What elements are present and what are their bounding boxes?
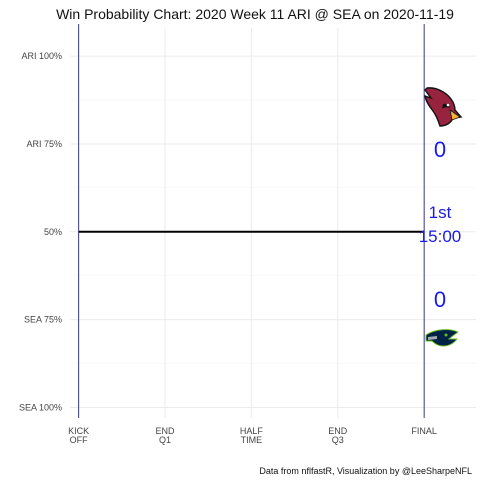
game-quarter: 1st: [429, 203, 452, 222]
cardinals-logo: [424, 87, 463, 127]
y-tick-label: SEA 75%: [24, 315, 62, 325]
game-clock: 15:00: [419, 227, 462, 246]
x-tick-label: HALF: [240, 426, 264, 436]
x-tick-label: OFF: [70, 435, 88, 445]
y-tick-label: ARI 75%: [26, 139, 62, 149]
x-tick-label: END: [328, 426, 348, 436]
y-tick-label: ARI 100%: [21, 51, 62, 61]
x-tick-label: Q1: [159, 435, 171, 445]
x-tick-label: Q3: [332, 435, 344, 445]
x-tick-label: KICK: [68, 426, 89, 436]
seahawks-logo: [425, 329, 459, 347]
x-tick-label: END: [156, 426, 176, 436]
y-tick-label: SEA 100%: [19, 402, 62, 412]
home-score: 0: [434, 287, 446, 312]
quarter-boundary-lines: [78, 24, 425, 418]
chart-title: Win Probability Chart: 2020 Week 11 ARI …: [56, 6, 454, 22]
x-tick-label: TIME: [241, 435, 263, 445]
y-axis-ticks: ARI 100% ARI 75% 50% SEA 75% SEA 100%: [19, 51, 62, 412]
away-score: 0: [434, 137, 446, 162]
y-tick-label: 50%: [44, 227, 62, 237]
x-tick-label: FINAL: [411, 426, 437, 436]
chart-caption: Data from nflfastR, Visualization by @Le…: [259, 466, 472, 476]
